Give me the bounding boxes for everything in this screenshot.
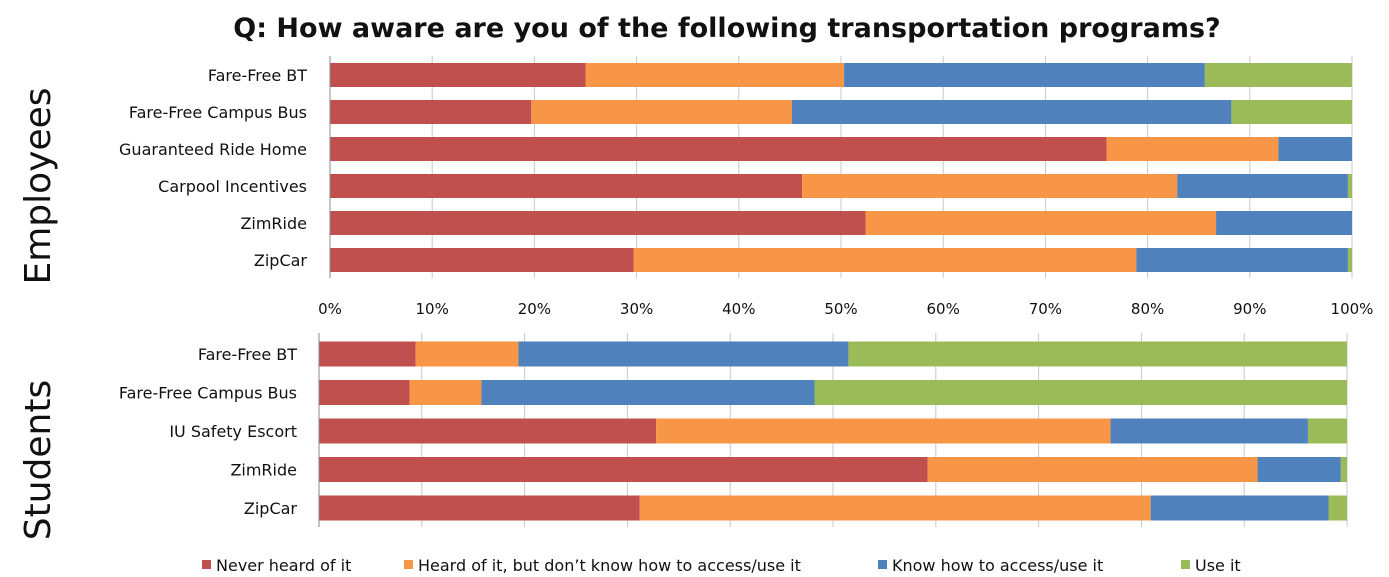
plot-area: Employees Fare-Free BT Fare-Free Campus Bu…	[18, 56, 1373, 540]
x-tick-label: 40%	[722, 300, 755, 318]
bar-segment-use-it	[1307, 418, 1347, 444]
group-label-students: Students	[18, 380, 59, 540]
bar-segment-use-it	[1347, 248, 1352, 272]
legend-item-heard-of-it-but-don-t-know-how-to-access-use-it: Heard of it, but don’t know how to acces…	[404, 556, 801, 575]
legend-item-use-it: Use it	[1181, 556, 1241, 575]
bar-segment-heard-of-it-but-don-t-know-how-to-access-use-it	[633, 248, 1137, 272]
x-tick-label: 30%	[620, 300, 653, 318]
legend-item-never-heard-of-it: Never heard of it	[202, 556, 351, 575]
x-tick-label: 10%	[416, 300, 449, 318]
bar-segment-never-heard-of-it	[330, 100, 532, 124]
bar-segment-use-it	[1328, 495, 1347, 521]
bar-segment-heard-of-it-but-don-t-know-how-to-access-use-it	[415, 341, 519, 367]
bar-segment-never-heard-of-it	[330, 174, 803, 198]
group-label-employees: Employees	[18, 87, 59, 284]
x-tick-label: 70%	[1029, 300, 1062, 318]
panel-employees: Employees Fare-Free BT Fare-Free Campus Bu…	[18, 56, 1373, 318]
bar-segment-heard-of-it-but-don-t-know-how-to-access-use-it	[639, 495, 1151, 521]
category-label: Guaranteed Ride Home	[119, 140, 307, 159]
x-tick-label: 80%	[1131, 300, 1164, 318]
bar-segment-know-how-to-access-use-it	[844, 63, 1205, 87]
bar-segment-heard-of-it-but-don-t-know-how-to-access-use-it	[802, 174, 1178, 198]
category-label: ZipCar	[244, 499, 298, 518]
bar-segment-never-heard-of-it	[330, 137, 1107, 161]
legend-label: Know how to access/use it	[892, 556, 1103, 575]
legend-swatch	[202, 560, 211, 569]
category-label: IU Safety Escort	[169, 422, 297, 441]
category-label: ZimRide	[230, 461, 297, 480]
category-label: Fare-Free BT	[198, 345, 297, 364]
bar-segment-never-heard-of-it	[330, 248, 634, 272]
x-tick-label: 100%	[1331, 300, 1374, 318]
legend-label: Use it	[1195, 556, 1241, 575]
bar-segment-use-it	[1204, 63, 1352, 87]
bar-segment-never-heard-of-it	[319, 341, 416, 367]
legend-swatch	[878, 560, 887, 569]
bar-segment-heard-of-it-but-don-t-know-how-to-access-use-it	[1106, 137, 1279, 161]
bar-segment-know-how-to-access-use-it	[1136, 248, 1348, 272]
bar-segment-use-it	[1347, 174, 1352, 198]
category-label: ZipCar	[254, 251, 308, 270]
bar-segment-heard-of-it-but-don-t-know-how-to-access-use-it	[409, 380, 482, 405]
bar-segment-know-how-to-access-use-it	[1177, 174, 1348, 198]
category-label: Fare-Free Campus Bus	[129, 103, 307, 122]
bar-segment-use-it	[1231, 100, 1352, 124]
x-tick-label: 0%	[318, 300, 342, 318]
bar-segment-heard-of-it-but-don-t-know-how-to-access-use-it	[927, 457, 1258, 482]
panel-students: Students Fare-Free BT Fare-Free Campus Bus…	[18, 333, 1348, 540]
legend-item-know-how-to-access-use-it: Know how to access/use it	[878, 556, 1103, 575]
bar-segment-heard-of-it-but-don-t-know-how-to-access-use-it	[585, 63, 845, 87]
legend-label: Heard of it, but don’t know how to acces…	[418, 556, 801, 575]
chart-title: Q: How aware are you of the following tr…	[233, 13, 1220, 44]
category-label: Fare-Free BT	[208, 66, 307, 85]
bar-segment-use-it	[814, 380, 1347, 405]
bar-segment-know-how-to-access-use-it	[1257, 457, 1341, 482]
bar-segment-never-heard-of-it	[319, 495, 640, 521]
bar-segment-heard-of-it-but-don-t-know-how-to-access-use-it	[656, 418, 1111, 444]
x-tick-label: 50%	[824, 300, 857, 318]
bar-segment-heard-of-it-but-don-t-know-how-to-access-use-it	[531, 100, 792, 124]
bar-segment-use-it	[848, 341, 1347, 367]
x-tick-label: 60%	[927, 300, 960, 318]
bar-segment-know-how-to-access-use-it	[1278, 137, 1352, 161]
bar-segment-know-how-to-access-use-it	[518, 341, 849, 367]
legend-label: Never heard of it	[216, 556, 351, 575]
bar-segment-know-how-to-access-use-it	[1216, 211, 1352, 235]
bar-segment-never-heard-of-it	[330, 211, 866, 235]
bar-segment-never-heard-of-it	[319, 457, 928, 482]
bar-segment-know-how-to-access-use-it	[791, 100, 1232, 124]
bar-segment-never-heard-of-it	[319, 380, 410, 405]
bar-segment-know-how-to-access-use-it	[481, 380, 815, 405]
bar-segment-never-heard-of-it	[330, 63, 586, 87]
bar-segment-heard-of-it-but-don-t-know-how-to-access-use-it	[865, 211, 1217, 235]
category-label: Fare-Free Campus Bus	[119, 384, 297, 403]
x-tick-label: 90%	[1233, 300, 1266, 318]
bar-segment-never-heard-of-it	[319, 418, 657, 444]
legend-swatch	[404, 560, 413, 569]
legend: Never heard of it Heard of it, but don’t …	[202, 556, 1241, 575]
category-label: ZimRide	[240, 214, 307, 233]
bar-segment-know-how-to-access-use-it	[1110, 418, 1308, 444]
bar-segment-know-how-to-access-use-it	[1150, 495, 1329, 521]
category-label: Carpool Incentives	[158, 177, 307, 196]
bar-segment-use-it	[1340, 457, 1347, 482]
legend-swatch	[1181, 560, 1190, 569]
x-tick-label: 20%	[518, 300, 551, 318]
